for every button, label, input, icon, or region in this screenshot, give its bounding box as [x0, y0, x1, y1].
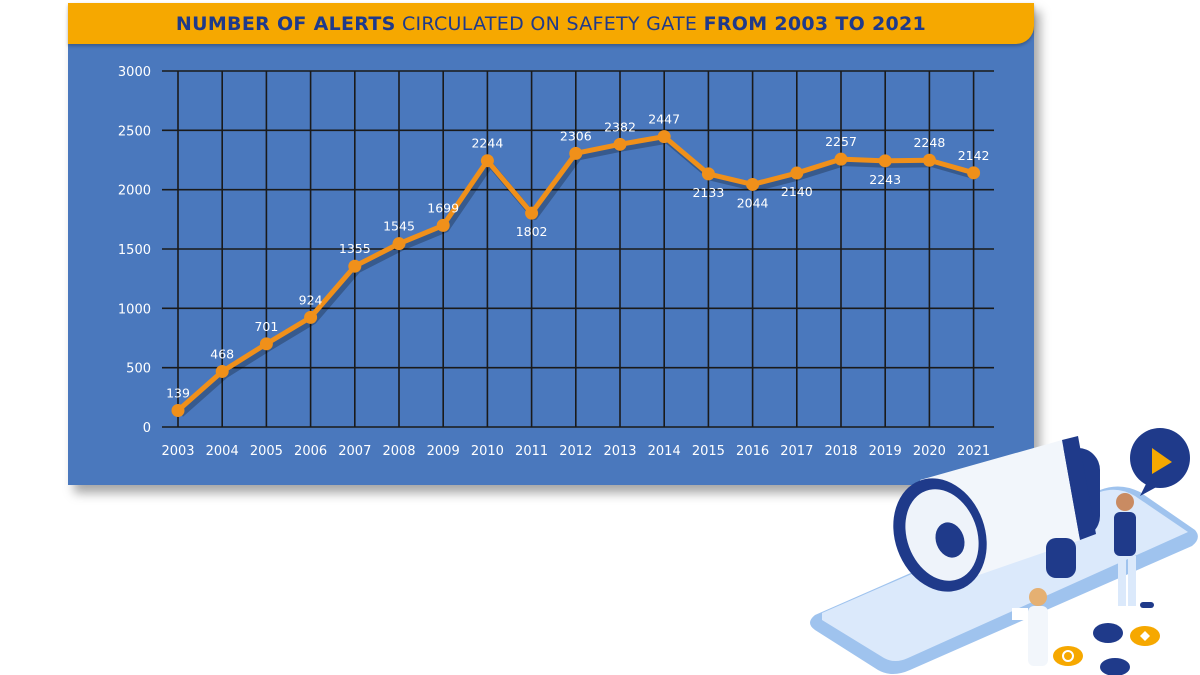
axis-labels: 0 500 1000 1500 2000 2500 3000 2003 2004 2005 2006… [118, 65, 990, 459]
x-tick-label: 2008 [382, 444, 415, 459]
data-label: 139 [166, 386, 190, 401]
x-tick-label: 2009 [427, 444, 460, 459]
x-tick-label: 2016 [736, 444, 769, 459]
grid-layer [162, 70, 994, 428]
chart-title-part-1: NUMBER OF ALERTS [175, 12, 396, 35]
series-layer [171, 130, 981, 418]
data-label: 2306 [560, 128, 592, 143]
data-point [701, 167, 715, 181]
data-label: 468 [210, 346, 234, 361]
x-tick-label: 2019 [869, 444, 902, 459]
woman-figure [1012, 588, 1048, 666]
data-point [967, 166, 981, 180]
play-bubble-icon [1130, 428, 1190, 496]
data-point [392, 237, 406, 251]
data-label: 2243 [869, 172, 901, 187]
x-tick-label: 2014 [648, 444, 681, 459]
x-tick-label: 2005 [250, 444, 283, 459]
data-point [878, 154, 892, 168]
data-point [834, 152, 848, 166]
data-label: 2244 [471, 136, 503, 151]
chart-title-part-2: CIRCULATED ON SAFETY GATE [395, 12, 704, 35]
x-tick-label: 2021 [957, 444, 990, 459]
data-label: 1355 [339, 241, 371, 256]
data-label: 2257 [825, 134, 857, 149]
chart-title-part-3: FROM 2003 TO 2021 [703, 12, 927, 35]
x-tick-label: 2006 [294, 444, 327, 459]
data-point [790, 166, 804, 180]
chat-coin-icon [1053, 646, 1083, 666]
y-tick-label: 2500 [118, 124, 151, 139]
data-label: 1545 [383, 219, 415, 234]
x-tick-label: 2012 [559, 444, 592, 459]
data-point [436, 218, 450, 232]
data-point [171, 404, 185, 418]
data-label: 2447 [648, 112, 680, 127]
y-tick-label: 500 [126, 362, 151, 377]
data-label: 701 [254, 319, 278, 334]
x-tick-label: 2011 [515, 444, 548, 459]
x-tick-label: 2010 [471, 444, 504, 459]
data-point [569, 146, 583, 160]
x-tick-label: 2013 [603, 444, 636, 459]
man-figure [1114, 493, 1154, 608]
y-tick-label: 1500 [118, 243, 151, 258]
data-point [922, 153, 936, 167]
x-tick-label: 2004 [206, 444, 239, 459]
series-line-shadow [179, 137, 978, 417]
data-label: 1699 [427, 200, 459, 215]
megaphone-illustration [810, 428, 1198, 675]
data-label: 2142 [958, 148, 990, 163]
data-label: 1802 [516, 224, 548, 239]
data-point [215, 364, 229, 378]
data-label: 2248 [913, 135, 945, 150]
like-coin-icon [1130, 626, 1160, 646]
chart-panel [68, 3, 1034, 485]
share-coin-icon [1093, 623, 1130, 675]
x-tick-label: 2018 [824, 444, 857, 459]
x-tick-label: 2017 [780, 444, 813, 459]
y-tick-label: 2000 [118, 184, 151, 199]
data-label: 2140 [781, 184, 813, 199]
line-chart: 0 500 1000 1500 2000 2500 3000 2003 2004 2005 2006… [118, 65, 994, 459]
data-point [259, 337, 273, 351]
data-point [613, 137, 627, 151]
y-tick-label: 1000 [118, 302, 151, 317]
data-label: 2044 [737, 195, 769, 210]
x-tick-label: 2020 [913, 444, 946, 459]
data-label: 2382 [604, 119, 636, 134]
data-point [304, 310, 318, 324]
x-tick-label: 2015 [692, 444, 725, 459]
data-label: 2133 [692, 185, 724, 200]
y-tick-label: 3000 [118, 65, 151, 80]
x-tick-label: 2003 [161, 444, 194, 459]
phone-platform [810, 486, 1198, 674]
data-point [746, 177, 760, 191]
data-point [348, 259, 362, 273]
data-point [525, 206, 539, 220]
data-point [657, 130, 671, 144]
data-point [480, 154, 494, 168]
data-label: 924 [299, 292, 323, 307]
y-tick-label: 0 [143, 421, 151, 436]
x-tick-label: 2007 [338, 444, 371, 459]
megaphone-icon [893, 436, 1100, 592]
chart-title: NUMBER OF ALERTS CIRCULATED ON SAFETY GA… [68, 3, 1034, 44]
data-labels: 139 468 701 924 1355 1545 1699 2244 1802 2306 2382… [166, 112, 989, 401]
